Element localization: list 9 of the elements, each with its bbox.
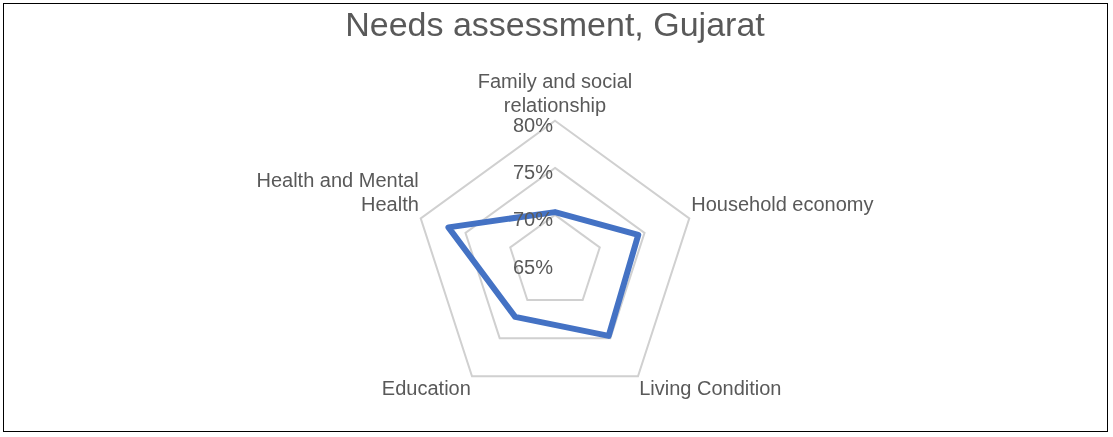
spoke-label: Living Condition <box>639 377 782 400</box>
chart-title: Needs assessment, Gujarat <box>345 4 766 43</box>
y-tick-label: 65% <box>512 255 554 278</box>
y-tick-label: 80% <box>512 114 554 137</box>
spoke-label: Education <box>381 377 471 400</box>
spoke-label: Health and Mental Health <box>256 169 419 216</box>
y-tick-label: 75% <box>512 161 554 184</box>
spoke-label: Household economy <box>691 193 874 216</box>
spoke-label: Family and social relationship <box>477 70 633 117</box>
